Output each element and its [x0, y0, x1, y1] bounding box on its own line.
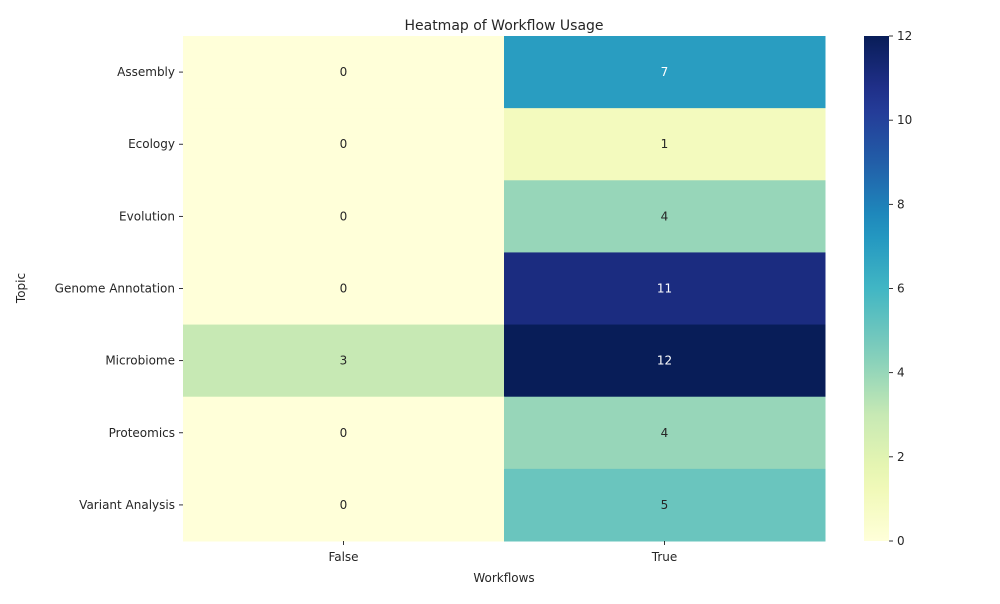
- heatmap-cell: [183, 396, 505, 470]
- cell-value-label: 0: [340, 209, 348, 223]
- y-tick-label: Proteomics: [109, 426, 175, 440]
- x-tick-label: True: [651, 550, 678, 564]
- heatmap-cell: [504, 324, 826, 398]
- cell-value-label: 0: [340, 137, 348, 151]
- heatmap-cell: [183, 108, 505, 181]
- y-axis-label: Topic: [14, 273, 28, 304]
- y-tick-label: Assembly: [117, 65, 175, 79]
- heatmap-cell: [504, 468, 826, 542]
- cell-value-label: 1: [661, 137, 669, 151]
- heatmap-cell: [504, 36, 826, 109]
- cell-value-label: 3: [340, 354, 348, 368]
- cell-value-label: 7: [661, 65, 669, 79]
- cell-value-label: 0: [340, 426, 348, 440]
- heatmap-cell: [183, 180, 505, 253]
- cell-value-label: 0: [340, 498, 348, 512]
- cell-value-label: 4: [661, 209, 669, 223]
- x-axis-label: Workflows: [473, 571, 534, 585]
- colorbar-gradient: [864, 36, 889, 541]
- cell-value-label: 0: [340, 282, 348, 296]
- x-ticks: False True: [328, 541, 677, 564]
- y-tick-label: Variant Analysis: [79, 498, 175, 512]
- colorbar-tick-label: 4: [897, 366, 905, 380]
- y-tick-label: Genome Annotation: [55, 282, 175, 296]
- heatmap-cell: [504, 180, 826, 253]
- colorbar-tick-label: 6: [897, 282, 905, 296]
- y-ticks: Assembly Ecology Evolution Genome Annotatio…: [55, 65, 183, 512]
- heatmap-cell: [183, 252, 505, 326]
- x-tick-label: False: [328, 550, 358, 564]
- y-tick-label: Ecology: [128, 137, 175, 151]
- heatmap-cell: [183, 468, 505, 542]
- heatmap-cell: [504, 108, 826, 181]
- heatmap-cell: [504, 396, 826, 470]
- cell-value-label: 0: [340, 65, 348, 79]
- heatmap-cells: 0 7 0 1 0 4 0 11 3 12 0 4 0 5: [183, 36, 826, 542]
- y-tick-label: Microbiome: [105, 354, 175, 368]
- y-tick-label: Evolution: [119, 209, 175, 223]
- colorbar-tick-label: 12: [897, 29, 912, 43]
- chart-title: Heatmap of Workflow Usage: [404, 18, 603, 34]
- cell-value-label: 11: [657, 282, 672, 296]
- heatmap-cell: [183, 324, 505, 398]
- cell-value-label: 12: [657, 354, 672, 368]
- colorbar-tick-label: 8: [897, 197, 905, 211]
- cell-value-label: 5: [661, 498, 669, 512]
- colorbar-tick-label: 0: [897, 534, 905, 548]
- heatmap-cell: [504, 252, 826, 326]
- colorbar: 0 2 4 6 8 10 12: [864, 29, 912, 548]
- colorbar-tick-label: 2: [897, 450, 905, 464]
- colorbar-tick-label: 10: [897, 113, 912, 127]
- heatmap-cell: [183, 36, 505, 109]
- cell-value-label: 4: [661, 426, 669, 440]
